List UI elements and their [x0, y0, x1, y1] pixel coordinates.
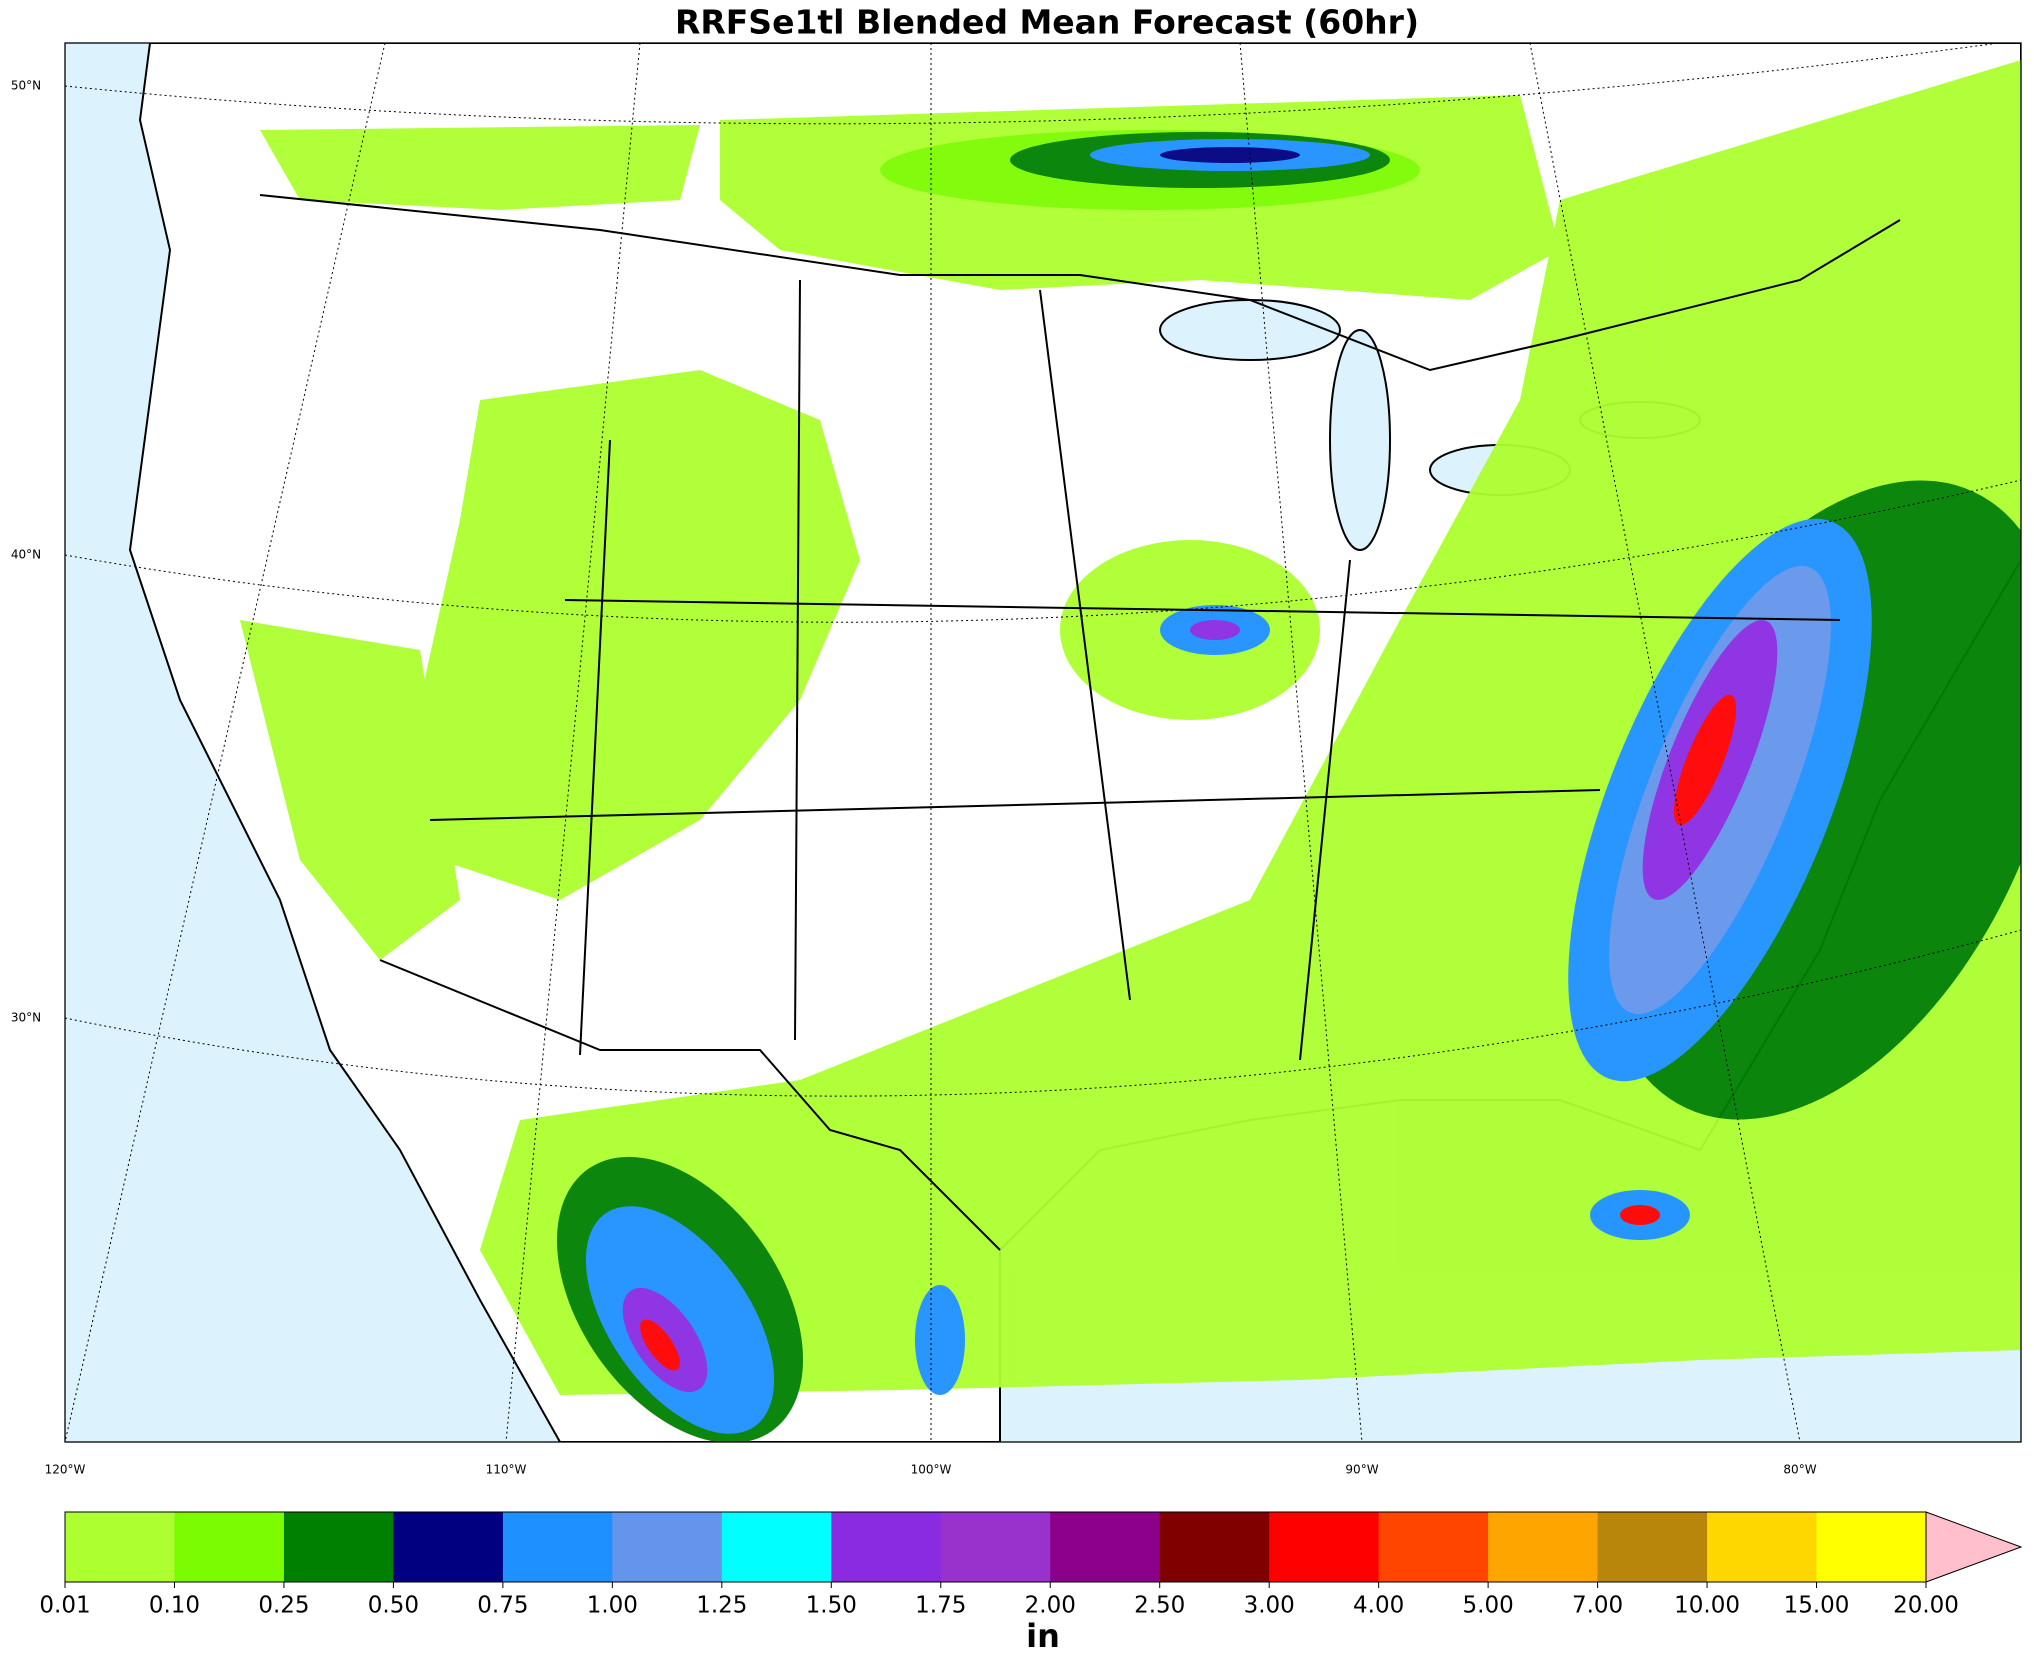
- lat-label: 30°N: [11, 1011, 41, 1025]
- lake: [1329, 329, 1391, 551]
- colorbar-segment: [1488, 1512, 1599, 1582]
- colorbar-segment: [502, 1512, 613, 1582]
- lake: [1159, 299, 1341, 361]
- colorbar-tick-label: 3.00: [1244, 1593, 1295, 1619]
- colorbar-segment: [1707, 1512, 1818, 1582]
- colorbar-tick-label: 0.01: [39, 1593, 90, 1619]
- map-frame: [64, 42, 2022, 1443]
- colorbar-segment: [721, 1512, 832, 1582]
- lon-label: 90°W: [1345, 1463, 1378, 1477]
- colorbar-tick-label: 2.50: [1134, 1593, 1185, 1619]
- title: RRFSe1tl Blended Mean Forecast (60hr): [675, 3, 1419, 42]
- colorbar-segment: [940, 1512, 1051, 1582]
- colorbar-frame: [64, 1511, 1927, 1583]
- colorbar-tick-label: 10.00: [1674, 1593, 1740, 1619]
- lon-label: 120°W: [45, 1463, 86, 1477]
- colorbar-tick-label: 5.00: [1463, 1593, 1514, 1619]
- colorbar-tick-label: 0.25: [258, 1593, 309, 1619]
- borders: [259, 194, 1901, 1251]
- colorbar-tick-label: 1.25: [696, 1593, 747, 1619]
- colorbar-segment: [1597, 1512, 1708, 1582]
- colorbar-tick-label: 1.75: [915, 1593, 966, 1619]
- colorbar-extension: [1925, 1511, 2023, 1583]
- colorbar-tick-label: 0.75: [477, 1593, 528, 1619]
- precip-field: [240, 60, 2021, 1442]
- colorbar-tick-label: 15.00: [1784, 1593, 1850, 1619]
- colorbar-segment: [65, 1512, 175, 1582]
- colorbar-tick-label: 2.00: [1025, 1593, 1076, 1619]
- lon-label: 110°W: [486, 1463, 527, 1477]
- lon-label: 100°W: [911, 1463, 952, 1477]
- colorbar-tick-label: 1.00: [587, 1593, 638, 1619]
- colorbar-segment: [393, 1512, 504, 1582]
- colorbar-segment: [174, 1512, 285, 1582]
- colorbar-segment: [1050, 1512, 1161, 1582]
- colorbar-segment: [1159, 1512, 1270, 1582]
- colorbar-tick-label: 20.00: [1893, 1593, 1959, 1619]
- colorbar-tick-label: 7.00: [1572, 1593, 1623, 1619]
- colorbar-tick-label: 0.50: [368, 1593, 419, 1619]
- lat-label: 50°N: [11, 79, 41, 93]
- colorbar-segment: [1269, 1512, 1380, 1582]
- colorbar-segment: [612, 1512, 723, 1582]
- map: [65, 43, 2021, 1442]
- colorbar-tick-label: 1.50: [806, 1593, 857, 1619]
- colorbar-segment: [1816, 1512, 1927, 1582]
- colorbar-segment: [831, 1512, 942, 1582]
- graticule: [65, 43, 2021, 1442]
- colorbar-label: in: [1026, 1617, 1060, 1655]
- colorbar-tick-label: 0.10: [149, 1593, 200, 1619]
- colorbar-segment: [283, 1512, 394, 1582]
- lon-label: 80°W: [1783, 1463, 1816, 1477]
- colorbar-tick-label: 4.00: [1353, 1593, 1404, 1619]
- lat-label: 40°N: [11, 548, 41, 562]
- colorbar-segment: [1378, 1512, 1489, 1582]
- colorbar: 0.01 0.10 0.25 0.50 0.75 1.00 1.25 1.50 1.75 2.00…: [39, 1511, 2023, 1619]
